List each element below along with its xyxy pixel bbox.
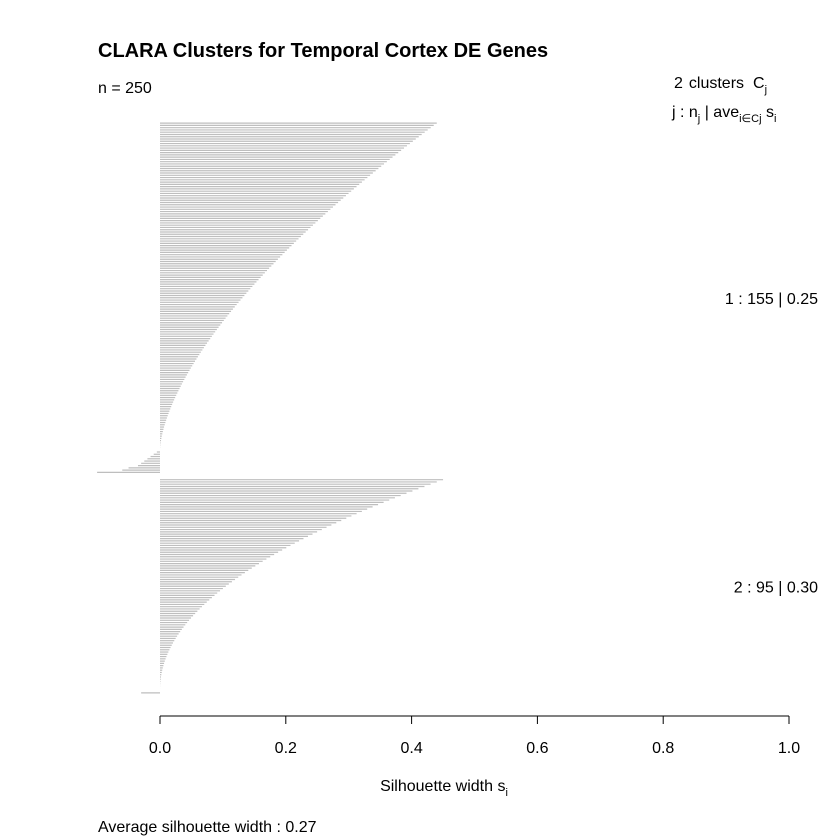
legend-nj-sub: j (697, 113, 700, 125)
legend-c-sub: j (764, 84, 767, 96)
cluster-1-label: 1 : 155 | 0.25 (725, 291, 818, 308)
legend-line2-prefix: j : n (671, 104, 698, 121)
x-tick-label: 0.8 (652, 740, 674, 757)
legend-ave-sub: i∈Cj (739, 113, 761, 125)
silhouette-bars (97, 122, 444, 694)
legend-clusters-count: 2 (674, 75, 683, 92)
legend-clusters-word: clusters (689, 75, 744, 92)
cluster-2-label: 2 : 95 | 0.30 (734, 579, 818, 596)
average-silhouette-footer: Average silhouette width : 0.27 (98, 819, 317, 836)
n-label: n = 250 (98, 80, 152, 97)
x-tick-label: 1.0 (778, 740, 800, 757)
chart-title: CLARA Clusters for Temporal Cortex DE Ge… (98, 40, 548, 62)
cluster-labels: 1 : 155 | 0.25 2 : 95 | 0.30 (725, 291, 818, 597)
x-axis-label-sub: i (505, 787, 507, 799)
legend-si-sub: i (774, 113, 776, 125)
legend-line2-mid: | ave (700, 104, 739, 121)
legend-line2-s: s (762, 104, 774, 121)
x-axis-label: Silhouette width si (380, 778, 508, 799)
x-tick-label: 0.4 (400, 740, 422, 757)
x-tick-label: 0.6 (526, 740, 548, 757)
legend-header-line2: j : nj | avei∈Cj si (671, 104, 776, 125)
x-tick-label: 0.2 (275, 740, 297, 757)
x-axis: 0.0 0.2 0.4 0.6 0.8 1.0 (149, 715, 800, 757)
legend-header-line1: 2 clusters Cj (674, 75, 767, 96)
legend-c-symbol: C (753, 75, 765, 92)
x-axis-label-main: Silhouette width s (380, 778, 505, 795)
x-tick-label: 0.0 (149, 740, 171, 757)
